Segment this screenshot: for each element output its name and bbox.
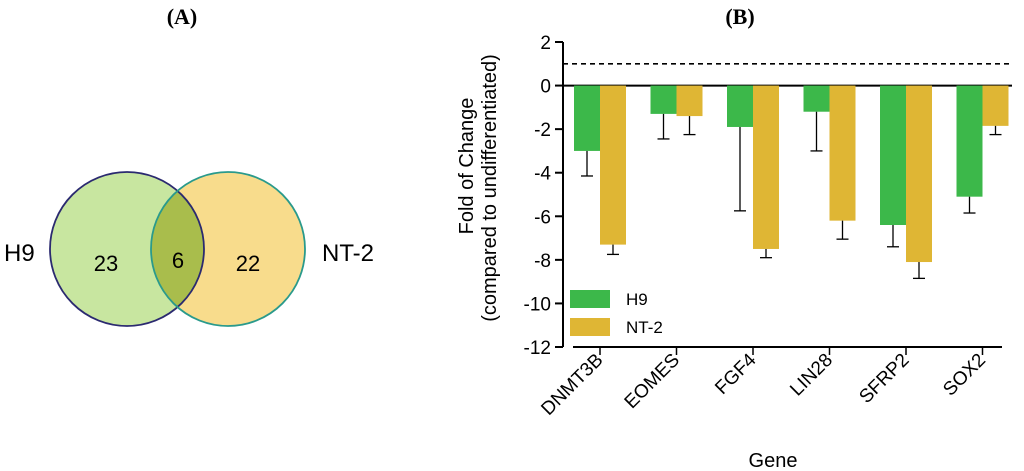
- bar-nt2-fgf4: [753, 85, 779, 249]
- x-axis-title: Gene: [749, 450, 798, 471]
- y-tick-label: -2: [534, 120, 551, 141]
- y-tick-label: -8: [534, 251, 551, 272]
- legend-label-h9: H9: [626, 290, 648, 309]
- bar-h9-dnmt3b: [574, 85, 600, 151]
- category-label-sox2: SOX2: [939, 350, 990, 401]
- bar-nt2-lin28: [829, 85, 856, 221]
- venn-nt2-only-count: 22: [236, 251, 260, 276]
- bar-h9-sox2: [956, 85, 983, 197]
- legend-swatch-nt2: [570, 318, 610, 336]
- category-label-dnmt3b: DNMT3B: [537, 350, 607, 420]
- y-tick-label: 0: [540, 77, 551, 98]
- y-tick-label: -12: [524, 338, 551, 359]
- venn-h9-label: H9: [4, 240, 35, 267]
- bar-h9-sfrp2: [880, 85, 906, 225]
- panel-b-label: (B): [725, 4, 754, 29]
- category-label-lin28: LIN28: [786, 350, 837, 401]
- y-tick-label: -4: [534, 164, 551, 185]
- venn-circle-h9-outline: [49, 171, 205, 327]
- category-label-fgf4: FGF4: [711, 349, 760, 398]
- y-axis-title: Fold of Change: [456, 98, 478, 235]
- venn-circle-nt2-outline: [150, 171, 306, 327]
- panel-a-label: (A): [167, 4, 198, 29]
- category-label-sfrp2: SFRP2: [855, 350, 913, 408]
- category-label-eomes: EOMES: [621, 350, 684, 413]
- bar-h9-fgf4: [727, 85, 753, 127]
- bar-nt2-eomes: [676, 85, 703, 117]
- y-axis-subtitle: (compared to undifferentiated): [479, 54, 501, 322]
- venn-h9-only-count: 23: [94, 251, 118, 276]
- legend-label-nt2: NT-2: [626, 318, 663, 337]
- y-tick-label: -10: [524, 294, 551, 315]
- venn-overlap-region: [151, 172, 204, 326]
- bar-nt2-sfrp2: [906, 85, 932, 263]
- bar-h9-lin28: [803, 85, 830, 112]
- y-tick-label: 2: [540, 33, 551, 54]
- venn-overlap-count: 6: [172, 248, 184, 273]
- legend-swatch-h9: [570, 290, 610, 308]
- venn-nt2-label: NT-2: [322, 240, 374, 267]
- bar-h9-eomes: [650, 85, 677, 114]
- bar-nt2-sox2: [982, 85, 1009, 126]
- venn-diagram: 23 6 22 H9 NT-2: [4, 171, 374, 327]
- y-tick-label: -6: [534, 207, 551, 228]
- bar-nt2-dnmt3b: [600, 85, 626, 245]
